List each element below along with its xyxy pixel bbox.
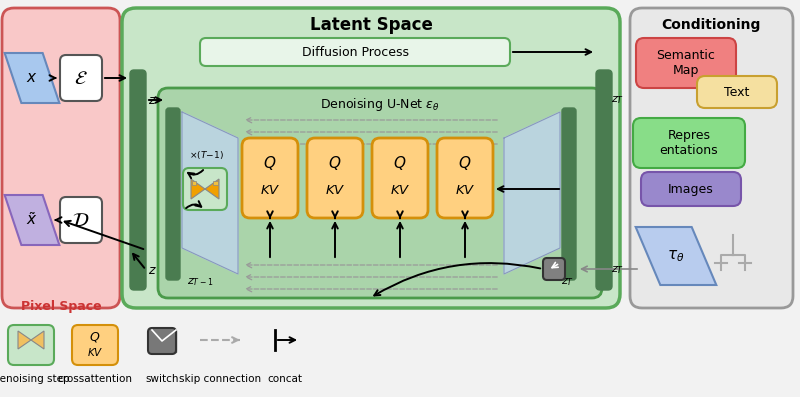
Text: skip connection: skip connection bbox=[179, 374, 261, 384]
FancyBboxPatch shape bbox=[543, 258, 565, 280]
Polygon shape bbox=[205, 179, 219, 199]
Text: $Q$: $Q$ bbox=[394, 154, 406, 172]
FancyBboxPatch shape bbox=[8, 325, 54, 365]
Polygon shape bbox=[5, 53, 59, 103]
Text: Text: Text bbox=[724, 85, 750, 98]
Polygon shape bbox=[504, 112, 560, 274]
Text: crossattention: crossattention bbox=[58, 374, 133, 384]
FancyBboxPatch shape bbox=[596, 70, 612, 290]
Text: $\times(T\!-\!1)$: $\times(T\!-\!1)$ bbox=[190, 149, 225, 161]
Polygon shape bbox=[191, 179, 205, 199]
Text: $\tau_\theta$: $\tau_\theta$ bbox=[667, 248, 685, 264]
Text: $\mathcal{D}$: $\mathcal{D}$ bbox=[72, 210, 90, 229]
FancyBboxPatch shape bbox=[636, 38, 736, 88]
FancyBboxPatch shape bbox=[183, 168, 227, 210]
FancyBboxPatch shape bbox=[2, 8, 120, 308]
Polygon shape bbox=[213, 181, 218, 185]
Polygon shape bbox=[152, 330, 176, 352]
Text: $z_T$: $z_T$ bbox=[562, 276, 574, 288]
Polygon shape bbox=[5, 195, 59, 245]
FancyBboxPatch shape bbox=[372, 138, 428, 218]
FancyBboxPatch shape bbox=[437, 138, 493, 218]
FancyBboxPatch shape bbox=[72, 325, 118, 365]
Text: $z_{T-1}$: $z_{T-1}$ bbox=[186, 276, 214, 288]
FancyBboxPatch shape bbox=[60, 55, 102, 101]
Text: $z$: $z$ bbox=[147, 264, 157, 276]
Text: $\mathcal{E}$: $\mathcal{E}$ bbox=[74, 69, 88, 87]
Text: $KV$: $KV$ bbox=[390, 183, 410, 197]
FancyBboxPatch shape bbox=[130, 70, 146, 290]
FancyBboxPatch shape bbox=[633, 118, 745, 168]
Polygon shape bbox=[182, 112, 238, 274]
FancyBboxPatch shape bbox=[60, 197, 102, 243]
Text: $z$: $z$ bbox=[147, 94, 157, 106]
Text: $Q$: $Q$ bbox=[263, 154, 277, 172]
Text: $Q$: $Q$ bbox=[458, 154, 472, 172]
Polygon shape bbox=[636, 227, 716, 285]
Text: $KV$: $KV$ bbox=[86, 346, 103, 358]
Text: Diffusion Process: Diffusion Process bbox=[302, 46, 409, 58]
Polygon shape bbox=[31, 331, 44, 349]
Text: switch: switch bbox=[146, 374, 178, 384]
Text: Repres
entations: Repres entations bbox=[660, 129, 718, 157]
Text: Pixel Space: Pixel Space bbox=[21, 300, 102, 313]
Text: Images: Images bbox=[668, 183, 714, 195]
Text: $z_T$: $z_T$ bbox=[611, 94, 625, 106]
Polygon shape bbox=[192, 181, 196, 185]
Text: Latent Space: Latent Space bbox=[310, 16, 433, 34]
Text: $KV$: $KV$ bbox=[260, 183, 280, 197]
FancyBboxPatch shape bbox=[166, 108, 180, 280]
Text: $z_T$: $z_T$ bbox=[611, 264, 625, 276]
FancyBboxPatch shape bbox=[148, 328, 176, 354]
Text: concat: concat bbox=[267, 374, 302, 384]
FancyBboxPatch shape bbox=[242, 138, 298, 218]
Text: $KV$: $KV$ bbox=[325, 183, 346, 197]
Text: $\tilde{x}$: $\tilde{x}$ bbox=[26, 212, 38, 228]
FancyBboxPatch shape bbox=[630, 8, 793, 308]
FancyBboxPatch shape bbox=[307, 138, 363, 218]
Text: $x$: $x$ bbox=[26, 71, 38, 85]
Polygon shape bbox=[18, 331, 31, 349]
Text: Semantic
Map: Semantic Map bbox=[657, 49, 715, 77]
FancyBboxPatch shape bbox=[200, 38, 510, 66]
Text: Denoising U-Net $\epsilon_\theta$: Denoising U-Net $\epsilon_\theta$ bbox=[320, 96, 440, 113]
Text: denoising step: denoising step bbox=[0, 374, 70, 384]
Text: $Q$: $Q$ bbox=[328, 154, 342, 172]
FancyBboxPatch shape bbox=[641, 172, 741, 206]
FancyBboxPatch shape bbox=[158, 88, 602, 298]
Text: Conditioning: Conditioning bbox=[662, 18, 761, 32]
Text: $Q$: $Q$ bbox=[90, 330, 101, 344]
FancyBboxPatch shape bbox=[562, 108, 576, 280]
FancyBboxPatch shape bbox=[697, 76, 777, 108]
Text: $KV$: $KV$ bbox=[454, 183, 475, 197]
FancyBboxPatch shape bbox=[122, 8, 620, 308]
